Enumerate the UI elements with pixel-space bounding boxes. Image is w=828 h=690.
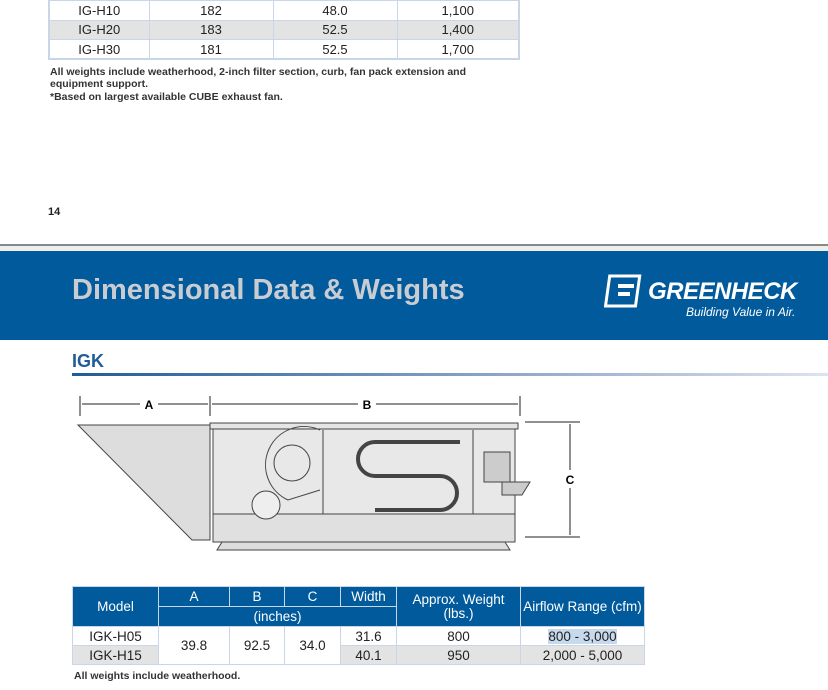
header-band — [0, 251, 828, 340]
cell: 182 — [148, 0, 274, 21]
weights-note: All weights include weatherhood, 2-inch … — [50, 66, 466, 90]
cell: IG-H30 — [48, 39, 150, 60]
weight-cell: 950 — [396, 645, 521, 665]
header-row: Model A B C Width Approx. Weight (lbs.) … — [72, 586, 645, 627]
table-row: IG-H30 181 52.5 1,700 — [48, 39, 520, 60]
table-row: IG-H20 183 52.5 1,400 — [48, 19, 520, 40]
cell: 181 — [148, 39, 274, 60]
weight-cell: 800 — [396, 626, 521, 646]
cell: IG-H20 — [48, 19, 150, 40]
greenheck-logo-icon — [603, 274, 642, 308]
footnote: *Based on largest available CUBE exhaust… — [50, 91, 283, 103]
bottom-note: All weights include weatherhood. — [74, 670, 241, 682]
header-weight: Approx. Weight (lbs.) — [396, 586, 521, 627]
cell: 48.0 — [272, 0, 398, 21]
brand-tagline: Building Value in Air. — [686, 305, 796, 319]
b-cell: 92.5 — [229, 626, 285, 665]
width-cell: 40.1 — [340, 645, 397, 665]
dimension-a-label: A — [145, 398, 154, 412]
width-cell: 31.6 — [340, 626, 397, 646]
table-row: IG-H10 182 48.0 1,100 — [48, 0, 520, 21]
cell: 52.5 — [272, 19, 398, 40]
model-cell: IGK-H15 — [72, 645, 159, 665]
cell: 1,100 — [396, 0, 520, 21]
header-units: (inches) — [158, 606, 397, 627]
c-cell: 34.0 — [284, 626, 341, 665]
airflow-cell: 2,000 - 5,000 — [520, 645, 645, 665]
header-b: B — [229, 586, 285, 607]
model-cell: IGK-H05 — [72, 626, 159, 646]
table-row: IGK-H15 40.1 950 2,000 - 5,000 — [72, 645, 645, 665]
table-row: IGK-H05 39.8 92.5 34.0 31.6 800 800 - 3,… — [72, 626, 645, 665]
ig-weights-table: IG-H10 182 48.0 1,100 IG-H20 183 52.5 1,400 IG… — [48, 0, 520, 60]
page-separator — [0, 244, 828, 246]
header-model: Model — [72, 586, 159, 627]
page-gap — [0, 246, 828, 251]
greenheck-logo: GREENHECK Building Value in Air. — [603, 274, 797, 319]
igk-dimension-diagram: A B C — [76, 396, 580, 551]
airflow-value-highlighted: 800 - 3,000 — [548, 628, 617, 644]
cell: IG-H10 — [48, 0, 150, 21]
header-a: A — [158, 586, 230, 607]
header-width: Width — [340, 586, 397, 607]
brand-name: GREENHECK — [648, 278, 797, 305]
a-cell: 39.8 — [158, 626, 230, 665]
page-title: Dimensional Data & Weights — [72, 274, 465, 306]
header-c: C — [284, 586, 341, 607]
igk-dimensions-table: Model A B C Width Approx. Weight (lbs.) … — [72, 586, 645, 665]
page-number: 14 — [48, 206, 61, 218]
dimension-c-label: C — [566, 473, 575, 487]
section-rule — [72, 373, 828, 376]
cell: 1,700 — [396, 39, 520, 60]
cell: 52.5 — [272, 39, 398, 60]
airflow-cell: 800 - 3,000 — [520, 626, 645, 646]
section-title: IGK — [72, 351, 105, 371]
header-airflow: Airflow Range (cfm) — [520, 586, 645, 627]
dimension-b-label: B — [363, 398, 372, 412]
cell: 183 — [148, 19, 274, 40]
cell: 1,400 — [396, 19, 520, 40]
